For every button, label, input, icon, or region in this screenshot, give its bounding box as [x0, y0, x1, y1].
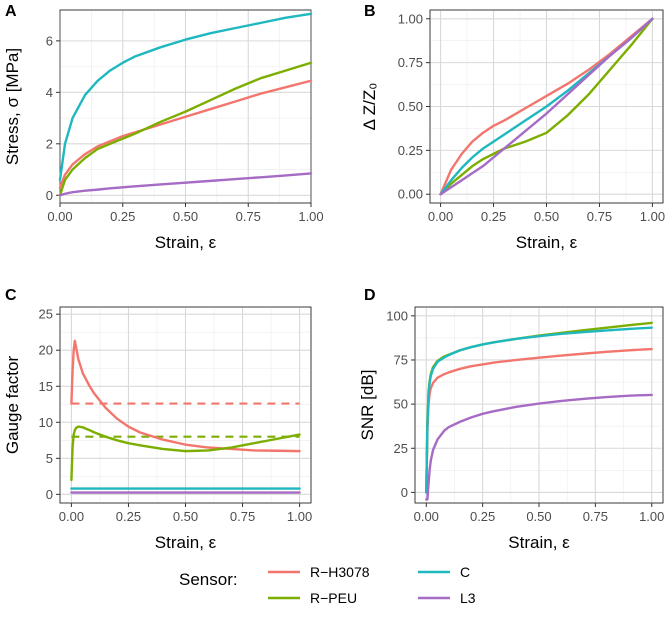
y-axis-title: Δ Z/Z₀: [360, 83, 379, 131]
x-tick-label: 0.00: [59, 509, 84, 524]
x-tick-label: 0.75: [236, 209, 261, 224]
y-tick-label: 0.00: [398, 187, 423, 202]
y-tick-label: 20: [39, 343, 53, 358]
x-tick-label: 0.75: [230, 509, 255, 524]
x-tick-label: 1.00: [640, 209, 665, 224]
series-line-R-PEU: [439, 17, 654, 196]
series-line-R-PEU: [58, 61, 313, 197]
x-tick-label: 0.25: [110, 209, 135, 224]
legend: Sensor: R−H3078 R−PEU C L3: [179, 564, 476, 606]
series-line-L3: [439, 17, 654, 196]
legend-label-R-H3078: R−H3078: [310, 564, 370, 580]
plot-border: [59, 306, 312, 504]
x-tick-label: 0.00: [414, 509, 439, 524]
plot-border: [59, 9, 312, 204]
x-axis-title: Strain, ε: [508, 533, 570, 552]
x-axis-title: Strain, ε: [155, 233, 217, 252]
y-tick-label: 5: [46, 451, 53, 466]
y-tick-label: 25: [39, 307, 53, 322]
y-tick-label: 100: [386, 308, 408, 323]
y-axis-title: Stress, σ [MPa]: [3, 48, 22, 165]
y-tick-label: 0.50: [398, 99, 423, 114]
panel-A: 0.00 0.25 0.50 0.75 1.00 0 2 4 6 Strain, ε Stress,…: [3, 3, 324, 252]
panel-C: 0.00 0.25 0.50 0.75 1.00 0 5 10 15 20 25 Strain, ε G…: [3, 287, 312, 552]
plot-border: [429, 9, 664, 204]
y-tick-label: 10: [39, 415, 53, 430]
legend-label-C: C: [460, 564, 470, 580]
y-tick-label: 0.25: [398, 143, 423, 158]
series-line-R-PEU: [70, 425, 301, 482]
x-tick-label: 0.75: [587, 209, 612, 224]
x-tick-label: 0.50: [534, 209, 559, 224]
panel-letter: B: [364, 3, 376, 20]
x-tick-label: 0.00: [428, 209, 453, 224]
y-tick-label: 0: [401, 485, 408, 500]
y-axis-title: SNR [dB]: [358, 370, 377, 441]
panel-D: 0.00 0.25 0.50 0.75 1.00 0 25 50 75 100 Strain, ε S…: [358, 287, 664, 552]
y-tick-label: 4: [46, 85, 53, 100]
y-tick-label: 50: [394, 397, 408, 412]
x-axis-title: Strain, ε: [155, 533, 217, 552]
x-tick-label: 0.50: [526, 509, 551, 524]
panel-B: 0.00 0.25 0.50 0.75 1.00 0.00 0.25 0.50 0.75 1.00…: [360, 3, 665, 252]
series-line-R-H3078: [439, 17, 654, 196]
x-tick-label: 0.00: [47, 209, 72, 224]
panel-letter: D: [364, 287, 376, 304]
x-tick-label: 0.75: [583, 509, 608, 524]
x-tick-label: 0.25: [116, 509, 141, 524]
y-tick-label: 6: [46, 33, 53, 48]
x-tick-label: 0.25: [481, 209, 506, 224]
y-tick-label: 2: [46, 136, 53, 151]
y-tick-label: 1.00: [398, 11, 423, 26]
x-tick-label: 0.25: [470, 509, 495, 524]
series-line-C: [425, 326, 653, 494]
legend-label-R-PEU: R−PEU: [310, 590, 357, 606]
x-axis-title: Strain, ε: [516, 233, 578, 252]
y-tick-label: 0: [46, 487, 53, 502]
x-tick-label: 1.00: [639, 509, 664, 524]
series-line-L3: [425, 393, 653, 501]
x-tick-label: 1.00: [298, 209, 323, 224]
series-line-C: [58, 12, 313, 182]
y-tick-label: 0: [46, 188, 53, 203]
y-tick-label: 15: [39, 379, 53, 394]
y-tick-label: 75: [394, 352, 408, 367]
legend-title: Sensor:: [179, 570, 238, 589]
panel-letter: A: [5, 3, 17, 20]
plot-border: [414, 306, 664, 504]
y-axis-title: Gauge factor: [3, 356, 22, 455]
y-tick-label: 0.75: [398, 55, 423, 70]
x-tick-label: 0.50: [173, 509, 198, 524]
panel-letter: C: [5, 287, 17, 304]
legend-label-L3: L3: [460, 590, 476, 606]
x-tick-label: 0.50: [173, 209, 198, 224]
series-line-L3: [58, 172, 313, 197]
y-tick-label: 25: [394, 441, 408, 456]
x-tick-label: 1.00: [287, 509, 312, 524]
